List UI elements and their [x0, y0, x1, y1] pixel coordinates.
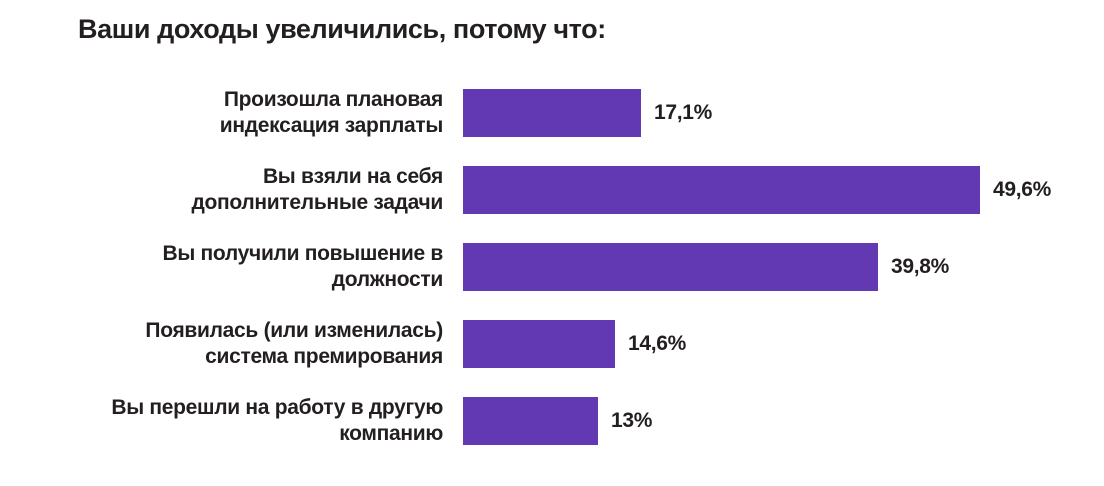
- category-label-line: Вы перешли на работу в другую: [111, 395, 443, 419]
- category-label: Вы перешли на работу в другую компанию: [0, 395, 443, 447]
- value-label: 14,6%: [628, 331, 687, 355]
- bar: [463, 88, 641, 137]
- value-label: 39,8%: [891, 254, 950, 278]
- category-label: Вы получили повышение в должности: [0, 241, 443, 293]
- category-label-line: система премирования: [205, 344, 443, 368]
- bar-chart: Произошла плановая индексация зарплаты 1…: [0, 74, 1104, 459]
- category-label-line: дополнительные задачи: [191, 190, 443, 214]
- chart-row: Произошла плановая индексация зарплаты 1…: [0, 74, 1104, 151]
- chart-row: Вы перешли на работу в другую компанию 1…: [0, 382, 1104, 459]
- value-label: 17,1%: [654, 100, 713, 124]
- bar: [463, 242, 878, 291]
- bar: [463, 165, 980, 214]
- category-label: Произошла плановая индексация зарплаты: [0, 87, 444, 139]
- category-label-line: Произошла плановая: [223, 87, 443, 111]
- category-label: Появилась (или изменилась) система преми…: [0, 318, 443, 370]
- chart-row: Вы получили повышение в должности 39,8%: [0, 228, 1104, 305]
- category-label-line: должности: [331, 267, 444, 291]
- value-label: 13%: [611, 408, 653, 432]
- bar: [463, 396, 598, 445]
- category-label: Вы взяли на себя дополнительные задачи: [0, 164, 443, 216]
- category-label-line: Вы взяли на себя: [262, 164, 443, 188]
- chart-row: Появилась (или изменилась) система преми…: [0, 305, 1104, 382]
- category-label-line: индексация зарплаты: [219, 113, 444, 137]
- chart-row: Вы взяли на себя дополнительные задачи 4…: [0, 151, 1104, 228]
- value-label: 49,6%: [993, 177, 1052, 201]
- category-label-line: компанию: [339, 421, 443, 445]
- category-label-line: Появилась (или изменилась): [145, 318, 443, 342]
- bar: [463, 319, 615, 368]
- chart-title: Ваши доходы увеличились, потому что:: [78, 14, 606, 44]
- category-label-line: Вы получили повышение в: [162, 241, 443, 265]
